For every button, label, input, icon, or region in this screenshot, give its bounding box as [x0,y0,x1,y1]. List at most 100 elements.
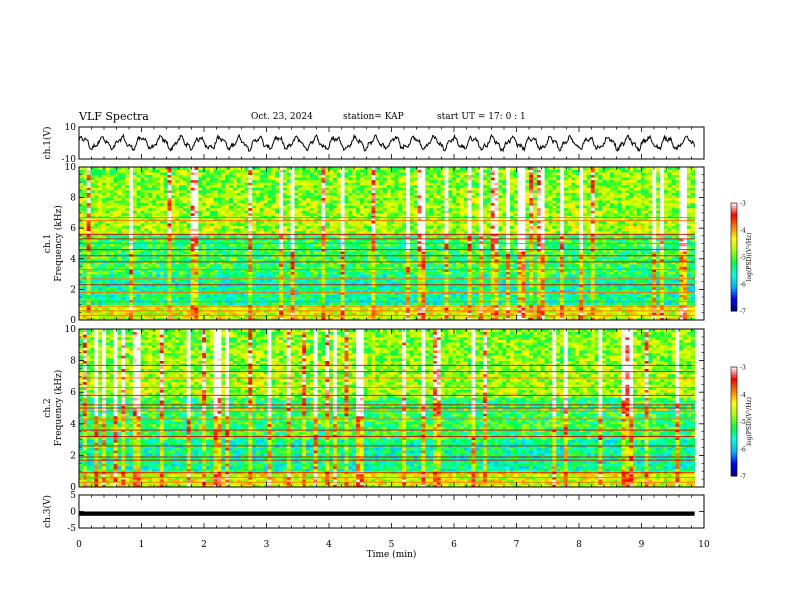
ch1-spectrogram-cell [98,302,103,306]
ch1-spectrogram-cell [556,299,561,303]
ch1-spectrogram-cell [533,276,538,280]
ch1-spectrogram-cell [602,258,607,262]
ch1-spectrogram-cell [317,289,322,293]
ch1-spectrogram-cell [429,261,434,265]
ch1-spectrogram-cell [602,266,607,270]
ch1-spectrogram-cell [459,274,465,278]
ch1-spectrogram-cell [102,246,107,249]
ch1-spectrogram-cell [563,307,569,311]
ch1-spectrogram-cell [313,246,318,249]
ch1-spectrogram-cell [117,263,122,267]
ch1-spectrogram-cell [117,279,122,283]
ch1-spectrogram-cell [471,312,476,316]
ch1-spectrogram-cell [394,284,399,288]
ch1-spectrogram-cell [475,284,480,288]
ch1-spectrogram-cell [175,271,180,275]
ch1-spectrogram-cell [302,256,307,260]
ch1-spectrogram-cell [686,289,692,293]
ch1-spectrogram-cell [179,291,184,295]
ch1-spectrogram-cell [121,281,126,285]
ch1-spectrogram-cell [152,266,157,270]
ch1-spectrogram-cell [375,314,380,318]
ch1-spectrogram-cell [198,271,203,275]
ch1-spectrogram-cell [556,314,561,318]
ch1-spectrogram-cell [340,246,345,249]
ch1-spectrogram-cell [282,284,288,288]
ch1-spectrogram-cell [229,253,234,257]
ch1-spectrogram-cell [579,294,584,298]
ch1-spectrogram-cell [536,312,542,316]
ch1-spectrogram-cell [675,297,680,300]
ch1-spectrogram-cell [182,246,188,249]
ch1-spectrogram-cell [613,263,619,267]
ch1-spectrogram-cell [213,289,218,293]
ch1-spectrogram-cell [690,246,696,249]
ch1-spectrogram-cell [286,266,292,270]
ch1-spectrogram-cell [363,297,368,300]
ch1-spectrogram-cell [163,261,168,265]
ch1-spectrogram-cell [125,314,130,318]
ch1-spectrogram-cell [575,251,580,255]
ch1-spectrogram-cell [244,314,249,318]
ch1-spectrogram-cell [182,281,188,285]
ch1-spectrogram-cell [602,317,607,321]
ch1-spectrogram-cell [417,246,422,249]
ch1-spectrogram-cell [348,253,353,257]
ch1-spectrogram-cell [486,269,492,272]
ch1-spectrogram-cell [359,243,365,247]
ch1-spectrogram-cell [282,312,288,316]
ch1-spectrogram-cell [536,271,542,275]
ch1-spectrogram-cell [302,276,307,280]
ch1-spectrogram-cell [194,317,199,321]
ch1-spectrogram-cell [244,253,249,257]
ch1-spectrogram-cell [352,256,357,260]
ch1-spectrogram-cell [367,289,372,293]
ch1-spectrogram-cell [586,266,592,270]
ch1-spectrogram-cell [609,291,615,295]
ch1-spectrogram-cell [556,291,561,295]
ch1-spectrogram-cell [513,302,519,306]
ch1-spectrogram-cell [471,297,476,300]
ch1-spectrogram-cell [363,284,368,288]
ch1-spectrogram-cell [567,246,572,249]
ch1-spectrogram-cell [686,317,692,321]
ch1-spectrogram-cell [352,253,357,257]
ch1-spectrogram-cell [190,256,195,260]
ch1-spectrogram-cell [290,299,295,303]
ch1-spectrogram-cell [248,307,253,311]
ch1-spectrogram-cell [152,297,157,300]
ch1-spectrogram-cell [236,269,241,272]
ch1-spectrogram-cell [129,253,134,257]
ch1-spectrogram-cell [536,299,542,303]
ch1-spectrogram-cell [690,243,696,247]
ch1-spectrogram-cell [398,281,403,285]
ch1-spectrogram-cell [282,256,288,260]
ch1-spectrogram-cell [113,299,118,303]
ch1-spectrogram-cell [429,297,434,300]
ch1-spectrogram-cell [633,302,638,306]
ch1-spectrogram-cell [660,258,665,262]
ch1-spectrogram-cell [340,269,345,272]
ch1-spectrogram-cell [609,317,615,321]
ch1-spectrogram-cell [259,297,265,300]
ch1-spectrogram-cell [255,291,261,295]
ch1-spectrogram-cell [663,258,669,262]
ch1-spectrogram-cell [290,269,295,272]
ch1-spectrogram-cell [506,294,511,298]
ch1-spectrogram-cell [190,246,195,249]
ch1-spectrogram-cell [306,317,311,321]
ch1-spectrogram-cell [548,281,553,285]
ch1-spectrogram-cell [309,251,315,255]
ch1-spectrogram-cell [306,253,311,257]
ch1-spectrogram-cell [633,256,638,260]
ch1-spectrogram-cell [609,243,615,247]
ch1-spectrogram-cell [267,302,272,306]
ch1-spectrogram-cell [390,251,395,255]
ch1-spectrogram-cell [636,263,642,267]
ch1-spectrogram-cell [490,263,495,267]
ch1-spectrogram-cell [221,302,226,306]
ch1-spectrogram-cell [275,271,280,275]
ch1-spectrogram-cell [529,243,534,247]
ch1-spectrogram-cell [640,297,646,300]
ch1-spectrogram-cell [690,294,696,298]
